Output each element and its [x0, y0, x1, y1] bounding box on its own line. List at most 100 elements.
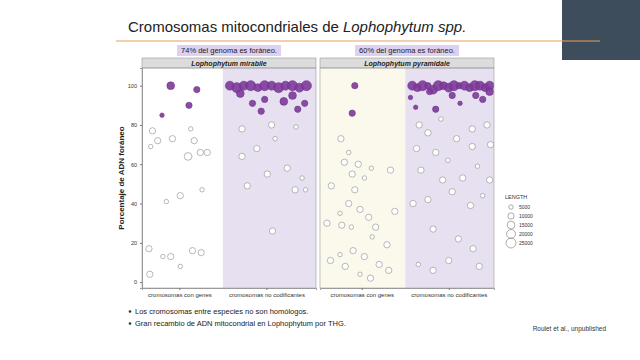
annotation: 60% del genoma es foráneo.: [359, 46, 455, 55]
legend-label: 15000: [519, 222, 533, 228]
x-tick: cromosomas no codificantes: [411, 288, 487, 298]
x-tick: cromosomas con genes: [330, 288, 394, 298]
point: [184, 153, 192, 161]
strip: [142, 58, 316, 68]
panel: Lophophytum mirabile74% del genoma es fo…: [117, 45, 317, 298]
y-tick-label: 100: [128, 83, 137, 89]
y-tick-mark: [140, 204, 142, 205]
plot-frame: [320, 68, 494, 288]
point: [154, 138, 160, 144]
title-rule: [116, 40, 600, 41]
y-tick-mark: [140, 125, 142, 126]
point: [264, 171, 270, 177]
annotation-bg: [177, 45, 281, 56]
point: [387, 167, 393, 173]
point: [430, 267, 436, 273]
x-axis: cromosomas con genes cromosomas no codifi…: [321, 288, 495, 298]
point: [268, 122, 274, 128]
y-axis-title: Porcentaje de ADN foráneo: [117, 126, 126, 229]
point: [392, 208, 398, 214]
bullet-dot: [129, 322, 132, 325]
point: [469, 143, 475, 149]
point: [373, 224, 379, 230]
point: [149, 128, 155, 134]
region-bg: [223, 68, 316, 288]
point: [376, 261, 382, 267]
legend-label: 5000: [519, 204, 530, 210]
annotation-bg: [355, 45, 459, 56]
x-tick-label: cromosomas no codificantes: [229, 292, 305, 298]
x-tick: cromosomas no codificantes: [229, 288, 305, 298]
legend-symbol: [509, 205, 513, 209]
point: [249, 100, 255, 106]
legend-label: 25000: [519, 240, 533, 246]
y-tick-mark: [140, 282, 142, 283]
point: [453, 136, 459, 142]
y-axis: 0 20 40 60 80 100: [128, 69, 143, 289]
point: [425, 196, 431, 202]
y-tick-label: 40: [131, 201, 137, 207]
point: [467, 202, 473, 208]
point: [460, 175, 466, 181]
x-tick-mark: [179, 288, 180, 290]
point: [204, 149, 210, 155]
point: [342, 263, 348, 269]
legend: LENGTH500010000150002000025000: [505, 194, 533, 248]
point: [486, 88, 494, 96]
point: [418, 167, 424, 173]
point: [473, 92, 479, 98]
point: [169, 136, 175, 142]
title-italic: Lophophytum spp.: [343, 18, 466, 35]
legend-symbol: [506, 238, 516, 248]
point: [446, 257, 452, 263]
y-tick: 40: [131, 201, 142, 207]
y-tick-label: 60: [131, 162, 137, 168]
panel: Lophophytum pyramidale60% del genoma es …: [320, 45, 495, 298]
legend-symbol: [507, 230, 516, 239]
webcam-frame: [562, 0, 640, 60]
point: [189, 248, 195, 254]
point: [366, 214, 372, 220]
point: [470, 246, 476, 252]
y-tick-mark: [140, 243, 142, 244]
y-tick: 60: [131, 162, 142, 168]
point: [346, 200, 352, 206]
plot-frame: [142, 68, 316, 288]
point: [303, 188, 307, 192]
point: [339, 222, 345, 228]
point: [416, 262, 420, 266]
point: [236, 90, 244, 98]
y-tick-mark: [140, 164, 142, 165]
point: [292, 187, 298, 193]
title-text: Cromosomas mitocondriales de: [128, 18, 339, 35]
x-tick-label: cromosomas con genes: [148, 292, 212, 298]
y-tick: 0: [134, 279, 142, 285]
point: [338, 252, 342, 256]
point: [258, 108, 264, 114]
y-tick-label: 0: [134, 279, 137, 285]
y-tick-label: 20: [131, 240, 137, 246]
point: [352, 187, 358, 193]
point: [289, 92, 297, 100]
region-bg: [142, 68, 223, 288]
point: [254, 145, 260, 151]
point: [167, 82, 175, 90]
point: [446, 158, 450, 162]
citation: Roulet et al., unpublished: [533, 325, 607, 333]
points: [146, 81, 312, 278]
point: [295, 106, 301, 112]
point: [349, 110, 355, 116]
y-axis-line: [140, 69, 143, 289]
point: [408, 95, 412, 99]
point: [386, 267, 392, 273]
point: [487, 141, 493, 147]
point: [476, 263, 482, 269]
point: [425, 130, 431, 136]
point: [197, 149, 203, 155]
point: [239, 153, 245, 159]
y-tick: 20: [131, 240, 142, 246]
y-tick-label: 80: [131, 122, 137, 128]
point: [475, 164, 479, 168]
legend-label: 20000: [519, 231, 533, 237]
point: [357, 206, 363, 212]
